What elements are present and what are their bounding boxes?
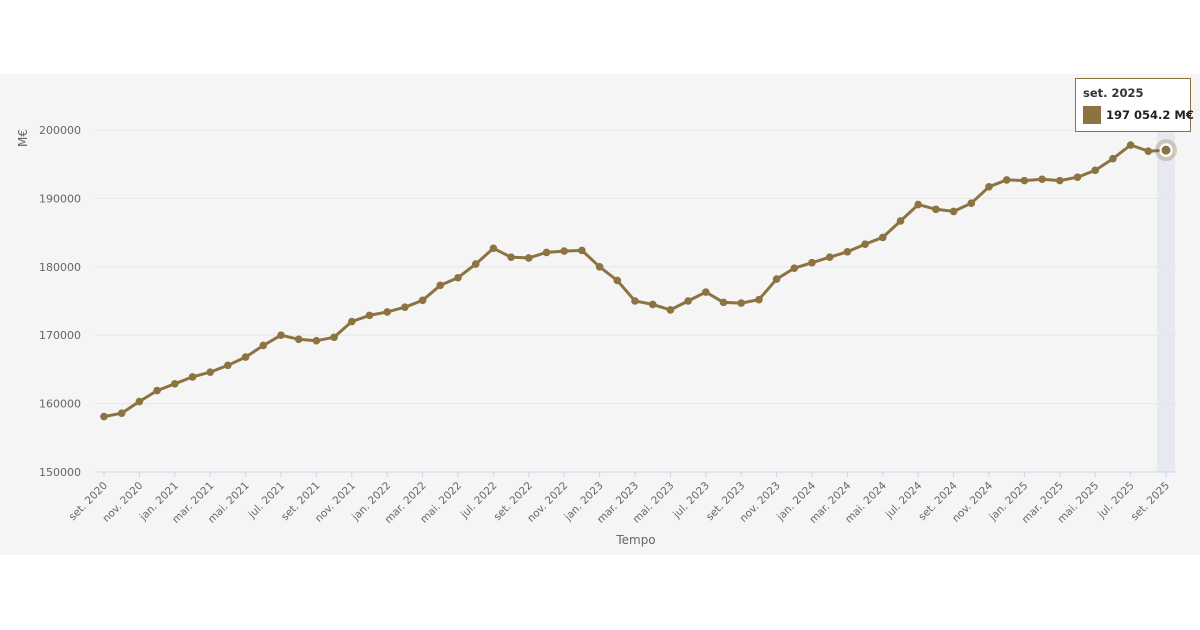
grid-lines [95, 129, 1176, 473]
y-tick-label: 170000 [39, 329, 81, 342]
data-point[interactable] [1038, 175, 1046, 184]
data-point[interactable] [967, 199, 976, 207]
data-point[interactable] [861, 240, 869, 249]
data-point[interactable] [330, 333, 338, 342]
data-point[interactable] [294, 335, 303, 344]
data-point[interactable] [737, 299, 745, 307]
data-point[interactable] [702, 288, 710, 296]
series-path [103, 143, 1167, 419]
data-point[interactable] [1056, 176, 1064, 185]
hover-highlight-band [1157, 130, 1175, 472]
data-points[interactable] [100, 139, 1177, 421]
tooltip-date: set. 2025 [1083, 86, 1144, 100]
data-point[interactable] [843, 247, 852, 256]
data-point[interactable] [772, 275, 781, 283]
data-point[interactable] [365, 311, 374, 320]
data-point[interactable] [401, 303, 409, 311]
data-point-hovered[interactable] [1159, 143, 1173, 157]
data-point[interactable] [1126, 141, 1135, 149]
data-point[interactable] [595, 263, 604, 271]
data-point[interactable] [790, 264, 799, 272]
x-axis-title: Tempo [615, 533, 655, 547]
data-point[interactable] [383, 308, 392, 316]
data-point[interactable] [525, 254, 533, 262]
y-axis-ticks: 150000 160000 170000 180000 190000 200000 [39, 124, 81, 479]
data-point[interactable] [312, 336, 321, 345]
data-point[interactable] [896, 217, 905, 225]
data-point[interactable] [1073, 173, 1082, 181]
series-line [103, 143, 1167, 419]
data-point[interactable] [542, 248, 551, 257]
data-point[interactable] [171, 379, 179, 388]
data-point[interactable] [1020, 176, 1029, 185]
data-point[interactable] [100, 412, 108, 421]
data-point[interactable] [418, 296, 427, 305]
data-point[interactable] [613, 276, 622, 285]
data-point[interactable] [1002, 176, 1011, 184]
data-point[interactable] [684, 297, 692, 305]
data-point[interactable] [578, 246, 586, 255]
data-point[interactable] [1144, 147, 1153, 156]
data-point[interactable] [188, 373, 197, 381]
tooltip-value: 197 054.2 M€ [1106, 108, 1194, 122]
data-point[interactable] [560, 247, 568, 255]
data-point[interactable] [1091, 166, 1099, 175]
data-point[interactable] [471, 260, 480, 268]
y-tick-label: 160000 [39, 398, 81, 411]
data-point[interactable] [259, 341, 268, 350]
data-point[interactable] [666, 306, 675, 314]
data-point[interactable] [454, 273, 462, 282]
data-point[interactable] [1109, 154, 1117, 163]
data-point[interactable] [825, 253, 834, 262]
y-tick-label: 200000 [39, 124, 81, 137]
data-point[interactable] [879, 233, 887, 242]
data-point[interactable] [949, 207, 958, 216]
data-point[interactable] [755, 295, 763, 304]
data-point[interactable] [808, 258, 816, 267]
data-point[interactable] [932, 205, 940, 214]
data-point[interactable] [648, 300, 657, 309]
data-point[interactable] [241, 353, 250, 361]
data-point[interactable] [135, 397, 144, 406]
data-point[interactable] [117, 409, 126, 417]
y-tick-label: 150000 [39, 466, 81, 479]
y-axis-title: M€ [16, 129, 30, 147]
x-tick-label: set. 2025 [1129, 480, 1172, 523]
data-point[interactable] [436, 281, 445, 290]
y-tick-label: 180000 [39, 261, 81, 274]
y-tick-label: 190000 [39, 192, 81, 205]
data-point[interactable] [489, 244, 498, 253]
data-point[interactable] [277, 331, 285, 340]
data-point[interactable] [153, 386, 161, 395]
tooltip-swatch [1083, 106, 1101, 124]
data-point[interactable] [507, 253, 515, 262]
data-point[interactable] [224, 361, 232, 370]
data-point[interactable] [985, 182, 993, 191]
data-point[interactable] [348, 317, 356, 326]
data-point[interactable] [914, 200, 922, 209]
data-point-halo [1155, 139, 1177, 162]
data-point[interactable] [206, 368, 214, 376]
data-point[interactable] [631, 297, 639, 305]
data-point[interactable] [719, 298, 728, 307]
tooltip: set. 2025 197 054.2 M€ [1075, 78, 1194, 132]
